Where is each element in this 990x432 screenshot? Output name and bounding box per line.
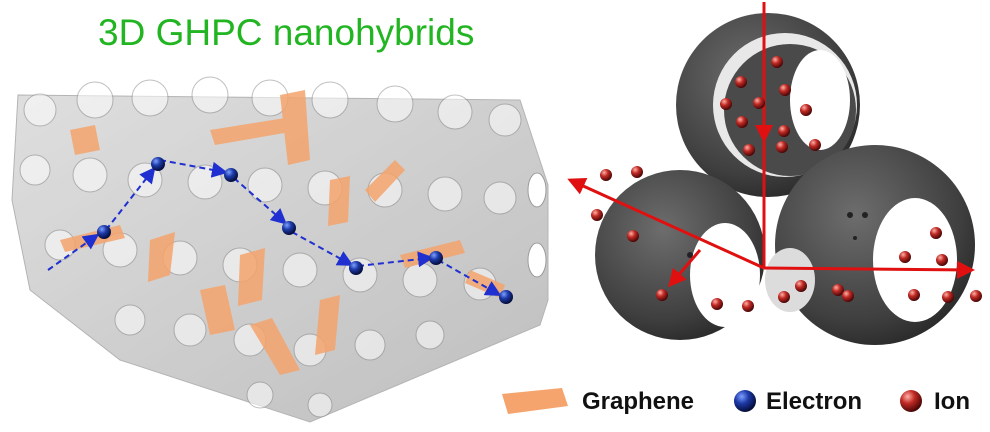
ion <box>936 254 948 266</box>
ion <box>842 290 854 302</box>
ion <box>656 289 668 301</box>
ion <box>800 104 812 116</box>
ion <box>711 298 723 310</box>
ion <box>627 230 639 242</box>
electron <box>224 168 238 182</box>
electron <box>429 251 443 265</box>
graphene-swatch-icon <box>502 388 568 414</box>
legend-item-electron: Electron <box>732 378 882 424</box>
ion <box>809 139 821 151</box>
ion <box>832 284 844 296</box>
ion <box>899 251 911 263</box>
electron <box>349 261 363 275</box>
ion <box>795 280 807 292</box>
electron-swatch-icon <box>734 390 756 412</box>
ions <box>591 56 982 312</box>
ion-diffusion-arrows <box>567 2 975 288</box>
electron <box>282 221 296 235</box>
ion <box>908 289 920 301</box>
ion <box>930 227 942 239</box>
ion <box>779 84 791 96</box>
ion <box>778 291 790 303</box>
electron <box>97 225 111 239</box>
electron <box>499 290 513 304</box>
ion <box>720 98 732 110</box>
electron-pathway <box>47 159 502 296</box>
electron <box>151 157 165 171</box>
ion <box>776 141 788 153</box>
ion <box>742 300 754 312</box>
legend-item-ion: Ion <box>898 378 990 424</box>
legend-label: Ion <box>934 388 970 415</box>
ion <box>736 116 748 128</box>
legend-label: Graphene <box>582 388 695 415</box>
ion <box>591 209 603 221</box>
legend-label: Electron <box>766 388 863 415</box>
legend-item-graphene: Graphene <box>496 378 706 424</box>
graphene-sheets <box>60 90 505 375</box>
ion <box>743 144 755 156</box>
ion <box>778 125 790 137</box>
ion <box>942 291 954 303</box>
legend: Graphene Electron Ion <box>496 378 990 424</box>
ion <box>631 166 643 178</box>
electrons <box>97 157 513 304</box>
ion <box>735 76 747 88</box>
ion <box>600 169 612 181</box>
figure-title: 3D GHPC nanohybrids <box>98 12 475 53</box>
ion <box>771 56 783 68</box>
hollow-carbon-spheres <box>595 13 975 345</box>
ion-swatch-icon <box>900 390 922 412</box>
ion <box>753 97 765 109</box>
ion <box>970 290 982 302</box>
